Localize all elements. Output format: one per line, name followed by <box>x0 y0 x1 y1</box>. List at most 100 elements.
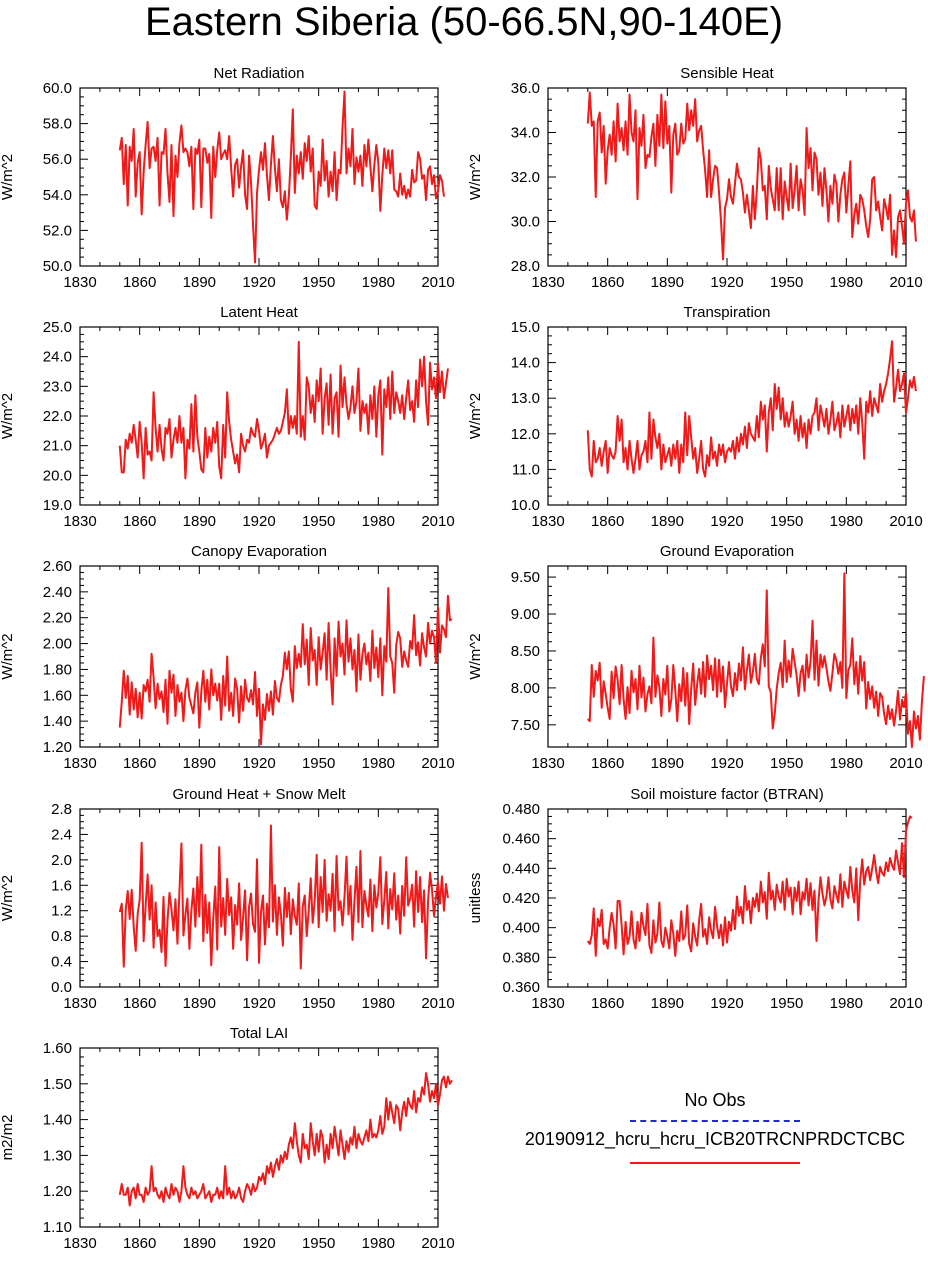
y-tick-label: 11.0 <box>512 461 540 478</box>
chart-title: Ground Evaporation <box>660 543 794 560</box>
y-tick-label: 2.00 <box>43 636 72 653</box>
x-tick-label: 1980 <box>362 995 395 1012</box>
x-tick-label: 1920 <box>710 755 743 772</box>
x-tick-label: 1980 <box>362 1235 395 1252</box>
x-tick-label: 1860 <box>591 755 624 772</box>
chart-panel-1: Net Radiation W/m^2 1830 1860 1890 1920 1950 19… <box>0 65 455 291</box>
y-tick-label: 60.0 <box>43 80 72 97</box>
y-axis-label: W/m^2 <box>0 154 16 200</box>
y-axis-label: W/m^2 <box>467 393 484 439</box>
chart-title: Ground Heat + Snow Melt <box>172 786 346 803</box>
series-line <box>118 340 449 480</box>
chart-title: Canopy Evaporation <box>191 543 327 560</box>
y-tick-label: 32.0 <box>511 169 540 186</box>
x-tick-label: 1980 <box>362 513 395 530</box>
x-tick-label: 1920 <box>710 274 743 291</box>
series-line <box>586 91 917 261</box>
x-tick-label: 1860 <box>123 513 156 530</box>
x-tick-label: 2010 <box>421 513 454 530</box>
y-tick-label: 0.380 <box>502 949 540 966</box>
y-tick-label: 0.460 <box>502 831 540 848</box>
x-tick-label: 2010 <box>421 1235 454 1252</box>
x-tick-label: 1860 <box>123 274 156 291</box>
x-tick-label: 1950 <box>770 274 803 291</box>
y-tick-label: 2.20 <box>43 610 72 627</box>
x-tick-label: 1980 <box>830 755 863 772</box>
y-tick-label: 9.50 <box>511 569 540 586</box>
y-axis-label: unitless <box>467 873 484 924</box>
y-tick-label: 14.0 <box>511 355 540 372</box>
y-tick-label: 0.4 <box>51 954 72 971</box>
legend-run-label: 20190912_hcru_hcru_ICB20TRCNPRDCTCBC <box>524 1129 906 1149</box>
y-tick-label: 0.400 <box>502 920 540 937</box>
x-tick-label: 1830 <box>63 995 96 1012</box>
x-tick-label: 1830 <box>531 274 564 291</box>
y-tick-label: 1.10 <box>43 1219 72 1236</box>
x-tick-label: 1920 <box>710 513 743 530</box>
y-tick-label: 0.360 <box>502 979 540 996</box>
y-tick-label: 19.0 <box>43 497 72 514</box>
y-tick-label: 28.0 <box>511 258 540 275</box>
chart-panel-2: Sensible Heat W/m^2 1830 1860 1890 1920 1950 19… <box>467 65 923 291</box>
x-tick-label: 2010 <box>889 995 922 1012</box>
series-line <box>118 824 449 970</box>
series-line <box>586 340 917 478</box>
x-tick-label: 1950 <box>302 513 335 530</box>
x-tick-label: 1950 <box>302 995 335 1012</box>
chart-panel-6: Ground Evaporation W/m^2 1830 1860 1890 1920 1… <box>467 543 925 772</box>
y-tick-label: 24.0 <box>43 349 72 366</box>
chart-panel-3: Latent Heat W/m^2 1830 1860 1890 1920 1950 1980… <box>0 304 455 530</box>
x-tick-label: 1980 <box>362 274 395 291</box>
x-tick-label: 2010 <box>421 995 454 1012</box>
y-tick-label: 0.8 <box>51 928 72 945</box>
y-axis-label: W/m^2 <box>0 875 16 921</box>
y-tick-label: 1.60 <box>43 687 72 704</box>
y-axis-label: W/m^2 <box>467 154 484 200</box>
x-tick-label: 1920 <box>242 274 275 291</box>
chart-panel-7: Ground Heat + Snow Melt W/m^2 1830 1860 1890… <box>0 786 455 1012</box>
y-tick-label: 2.8 <box>51 801 72 818</box>
x-tick-label: 1860 <box>123 755 156 772</box>
y-tick-label: 9.00 <box>511 606 540 623</box>
y-tick-label: 7.50 <box>511 717 540 734</box>
x-tick-label: 1950 <box>302 274 335 291</box>
legend-obs-line <box>630 1120 800 1122</box>
x-tick-label: 1890 <box>183 995 216 1012</box>
y-tick-label: 1.6 <box>51 877 72 894</box>
y-tick-label: 36.0 <box>511 80 540 97</box>
x-tick-label: 1890 <box>183 1235 216 1252</box>
x-tick-label: 1920 <box>242 995 275 1012</box>
y-tick-label: 54.0 <box>43 187 72 204</box>
y-tick-label: 2.40 <box>43 584 72 601</box>
y-tick-label: 2.0 <box>51 852 72 869</box>
y-axis-label: W/m^2 <box>0 393 16 439</box>
y-tick-label: 58.0 <box>43 116 72 133</box>
y-tick-label: 56.0 <box>43 151 72 168</box>
chart-title: Sensible Heat <box>680 65 774 82</box>
y-tick-label: 34.0 <box>511 125 540 142</box>
y-tick-label: 0.0 <box>51 979 72 996</box>
y-tick-label: 0.480 <box>502 801 540 818</box>
y-tick-label: 1.20 <box>43 1183 72 1200</box>
x-tick-label: 1950 <box>302 1235 335 1252</box>
chart-panel-4: Transpiration W/m^2 1830 1860 1890 1920 1950 19… <box>467 304 923 530</box>
y-tick-label: 22.0 <box>43 408 72 425</box>
x-tick-label: 1950 <box>770 995 803 1012</box>
chart-panel-5: Canopy Evaporation W/m^2 1830 1860 1890 1920 1… <box>0 543 455 772</box>
x-tick-label: 2010 <box>421 274 454 291</box>
x-tick-label: 2010 <box>889 755 922 772</box>
x-tick-label: 1830 <box>63 1235 96 1252</box>
y-tick-label: 1.50 <box>43 1076 72 1093</box>
y-tick-label: 50.0 <box>43 258 72 275</box>
x-tick-label: 1920 <box>242 513 275 530</box>
y-tick-label: 8.00 <box>511 680 540 697</box>
y-tick-label: 23.0 <box>43 378 72 395</box>
y-tick-label: 12.0 <box>511 426 540 443</box>
y-tick-label: 1.20 <box>43 739 72 756</box>
y-tick-label: 25.0 <box>43 319 72 336</box>
y-tick-label: 21.0 <box>43 438 72 455</box>
x-tick-label: 1890 <box>651 513 684 530</box>
x-tick-label: 1860 <box>123 1235 156 1252</box>
x-tick-label: 1950 <box>770 513 803 530</box>
